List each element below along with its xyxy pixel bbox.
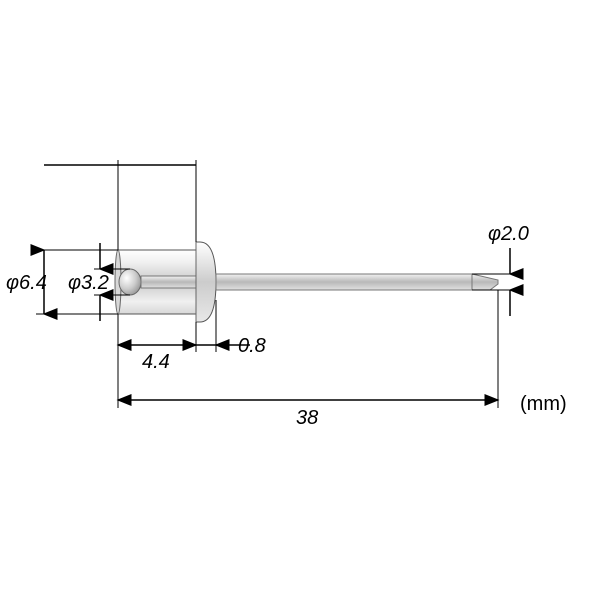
dim-mandrel-dia: φ2.0 (472, 223, 529, 316)
dim-dia-inner-label: φ3.2 (68, 272, 109, 294)
dim-dia-outer-label: φ6.4 (6, 272, 47, 294)
units-label: (mm) (520, 393, 567, 415)
mandrel-ball (119, 269, 141, 295)
mandrel-tip (472, 274, 498, 290)
dim-grip: 4.4 (118, 314, 196, 373)
dim-head-thk-label: 0.8 (238, 335, 266, 357)
dim-mandrel-dia-label: φ2.0 (488, 223, 529, 245)
dim-grip-label: 4.4 (142, 351, 170, 373)
mandrel-shaft (216, 274, 472, 290)
rivet-drawing: φ6.4 φ3.2 4.4 0.8 38 φ2. (0, 0, 600, 600)
dim-total-length-label: 38 (296, 407, 318, 429)
rivet-head (196, 242, 216, 322)
